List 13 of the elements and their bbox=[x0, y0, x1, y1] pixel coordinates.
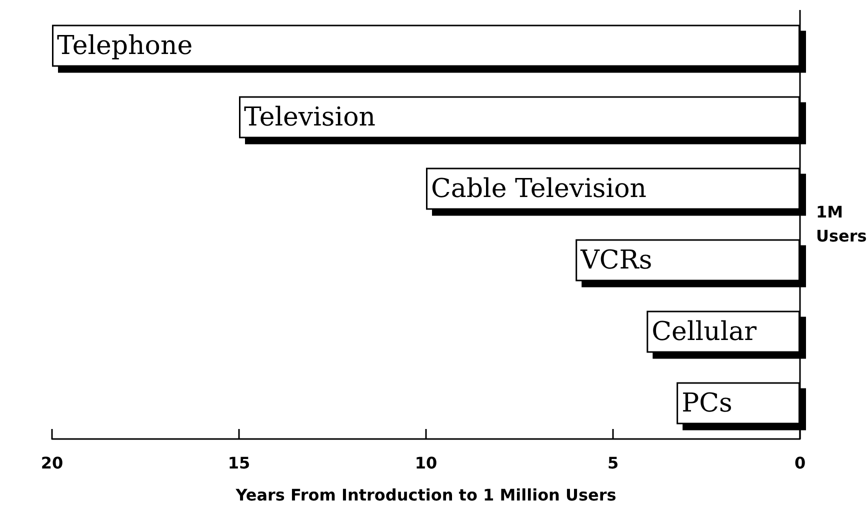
x-tick-label: 0 bbox=[794, 454, 806, 472]
y-tick-label: Television bbox=[244, 102, 376, 132]
x-tick-label: 20 bbox=[40, 454, 64, 472]
y-tick-label: Telephone bbox=[57, 30, 193, 61]
x-tick-label: 15 bbox=[228, 454, 250, 472]
ref-line-label: 1M Users bbox=[816, 202, 867, 246]
x-axis-title: Years From Introduction to 1 Million Users bbox=[234, 486, 616, 504]
y-tick-label: VCRs bbox=[580, 245, 652, 276]
y-tick-label: Cellular bbox=[652, 316, 758, 347]
x-tick-label: 5 bbox=[607, 454, 619, 472]
y-tick-label: PCs bbox=[682, 388, 732, 418]
y-tick-label: Cable Television bbox=[431, 174, 647, 204]
x-tick-label: 10 bbox=[414, 454, 438, 472]
